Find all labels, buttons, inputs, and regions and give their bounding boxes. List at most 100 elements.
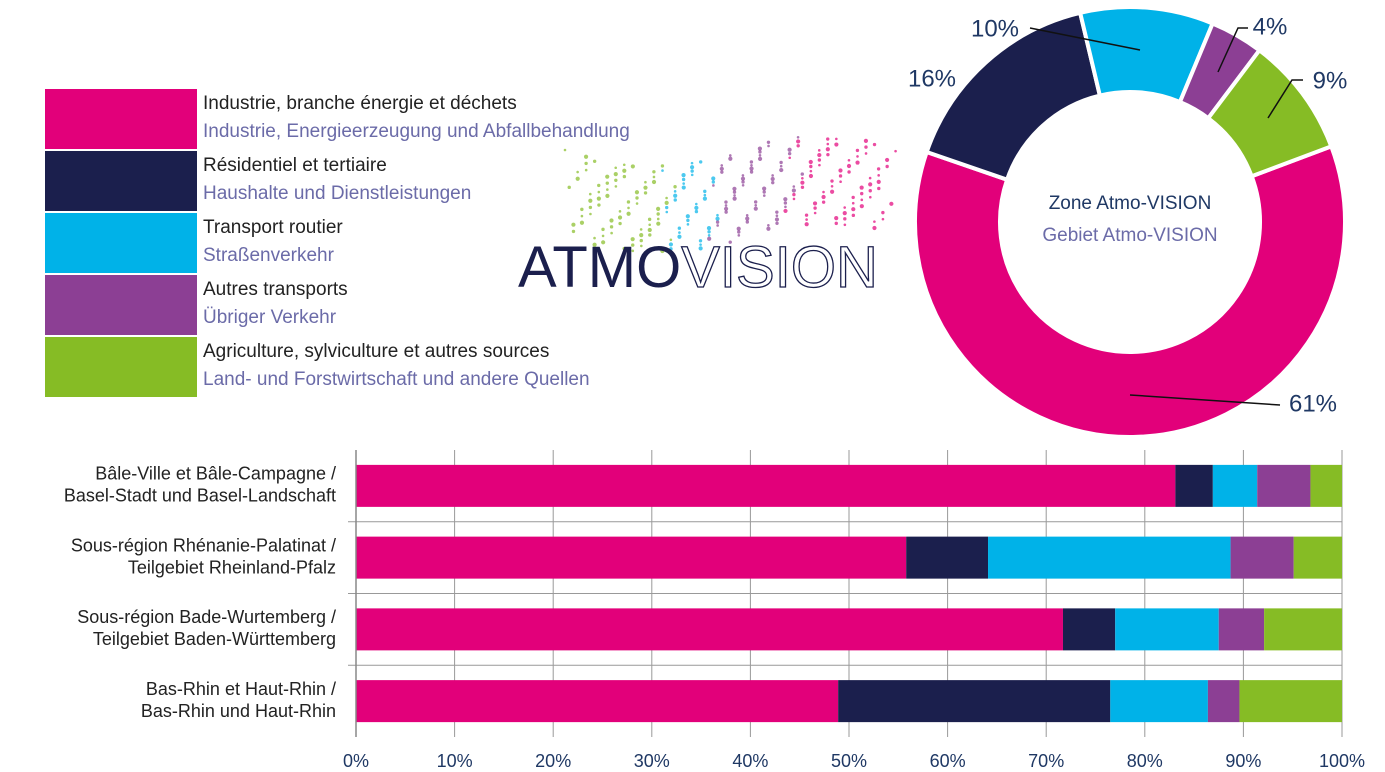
bar-segment bbox=[356, 464, 1176, 507]
logo-dot bbox=[842, 211, 847, 216]
logo-dot bbox=[822, 190, 825, 194]
logo-dot bbox=[686, 223, 690, 226]
pie-label: 61% bbox=[1289, 390, 1337, 417]
logo-dot bbox=[634, 190, 640, 195]
logo-dot bbox=[783, 201, 788, 205]
logo-dot bbox=[818, 163, 821, 167]
x-tick-label: 30% bbox=[634, 751, 670, 771]
logo-dot bbox=[792, 192, 796, 197]
logo-dot bbox=[656, 217, 660, 221]
logo-dot bbox=[737, 230, 741, 234]
logo-dot bbox=[724, 210, 728, 214]
legend-label-de: Industrie, Energieerzeugung und Abfallbe… bbox=[203, 121, 630, 142]
logo-dot bbox=[664, 200, 669, 205]
logo-dot bbox=[792, 197, 796, 201]
logo-dot bbox=[868, 182, 873, 187]
logo-dot bbox=[682, 182, 685, 185]
x-tick-label: 100% bbox=[1319, 751, 1365, 771]
logo-dot bbox=[863, 138, 869, 143]
logo-dot bbox=[643, 191, 648, 195]
legend-label: Industrie, branche énergie et déchets bbox=[203, 93, 517, 114]
logo-dot bbox=[699, 243, 702, 246]
logo-dot bbox=[784, 205, 787, 209]
logo-dot bbox=[817, 158, 822, 162]
logo-dot bbox=[647, 217, 652, 222]
logo-dot bbox=[847, 158, 851, 162]
logo-dot bbox=[601, 240, 606, 245]
logo-dot bbox=[669, 247, 673, 251]
logo-dot bbox=[767, 144, 770, 148]
logo-dot bbox=[681, 177, 686, 182]
logo-dot bbox=[622, 174, 627, 179]
logo-dot bbox=[715, 216, 720, 221]
bar-segment bbox=[1207, 680, 1240, 723]
leader-line bbox=[1129, 394, 1281, 406]
logo-dot bbox=[757, 156, 763, 161]
logo-dot bbox=[868, 189, 872, 193]
logo-dot bbox=[681, 185, 686, 190]
logo-dot bbox=[690, 161, 694, 165]
logo-dot bbox=[838, 174, 843, 178]
bar-segment bbox=[906, 536, 989, 579]
logo-dot bbox=[749, 160, 754, 164]
logo-dot bbox=[732, 186, 737, 191]
logo-dot bbox=[856, 155, 859, 158]
logo-dot bbox=[618, 221, 622, 226]
x-tick-label: 10% bbox=[437, 751, 473, 771]
logo-dot bbox=[838, 168, 843, 173]
logo-dot bbox=[647, 227, 652, 233]
logo-dot bbox=[767, 224, 770, 227]
logo-dot bbox=[656, 206, 661, 211]
logo-dot bbox=[851, 207, 856, 212]
logo-dot bbox=[766, 140, 771, 144]
logo-dot bbox=[589, 212, 592, 216]
legend-label-de: Land- und Forstwirtschaft und andere Que… bbox=[203, 369, 590, 390]
pie-slice bbox=[913, 143, 1347, 439]
logo-dot bbox=[830, 179, 834, 183]
logo-dot bbox=[775, 214, 779, 218]
bar-segment bbox=[1062, 608, 1116, 651]
legend-label: Autres transports bbox=[203, 279, 348, 300]
logo-dot bbox=[609, 218, 614, 223]
logo-dot bbox=[741, 180, 745, 184]
logo-dot bbox=[749, 166, 754, 171]
logo-dot bbox=[753, 206, 758, 211]
bar-segment bbox=[356, 608, 1063, 651]
logo-dot bbox=[610, 231, 613, 235]
logo-dot bbox=[839, 180, 842, 183]
logo-dot bbox=[601, 227, 605, 232]
pie-label: 4% bbox=[1253, 13, 1288, 40]
logo-dot bbox=[835, 137, 838, 141]
logo-dot bbox=[843, 217, 847, 221]
logo-dot bbox=[736, 226, 741, 231]
y-tick-label: Basel-Stadt und Basel-Landschaft bbox=[64, 486, 336, 506]
pie-label: 16% bbox=[908, 65, 956, 92]
logo-dot bbox=[788, 156, 792, 160]
logo-dot bbox=[579, 220, 585, 225]
logo-dot bbox=[728, 240, 732, 244]
logo-text: ATMOVISION bbox=[518, 235, 878, 300]
logo-dot bbox=[690, 169, 694, 173]
logo-dot bbox=[614, 166, 618, 170]
logo-dot bbox=[648, 233, 652, 237]
logo-dot bbox=[821, 200, 826, 204]
legend-swatch bbox=[45, 151, 197, 211]
logo-dot bbox=[774, 217, 780, 222]
logo-dot bbox=[826, 137, 830, 141]
logo-dot bbox=[584, 161, 588, 166]
x-tick-label: 40% bbox=[732, 751, 768, 771]
logo-dot bbox=[601, 234, 605, 238]
logo-dot bbox=[631, 243, 635, 247]
bar-segment bbox=[838, 680, 1111, 723]
pie-label: 10% bbox=[971, 15, 1019, 42]
logo-dot bbox=[779, 164, 783, 168]
legend-label-de: Straßenverkehr bbox=[203, 245, 335, 266]
logo-dot bbox=[605, 181, 609, 185]
logo-dot bbox=[703, 189, 707, 194]
logo-dot bbox=[889, 201, 894, 206]
logo-dot bbox=[681, 173, 686, 178]
logo-dot bbox=[843, 206, 846, 209]
logo-dot bbox=[809, 164, 813, 169]
y-tick-label: Teilgebiet Rheinland-Pfalz bbox=[128, 557, 336, 577]
logo-dot bbox=[749, 170, 754, 174]
